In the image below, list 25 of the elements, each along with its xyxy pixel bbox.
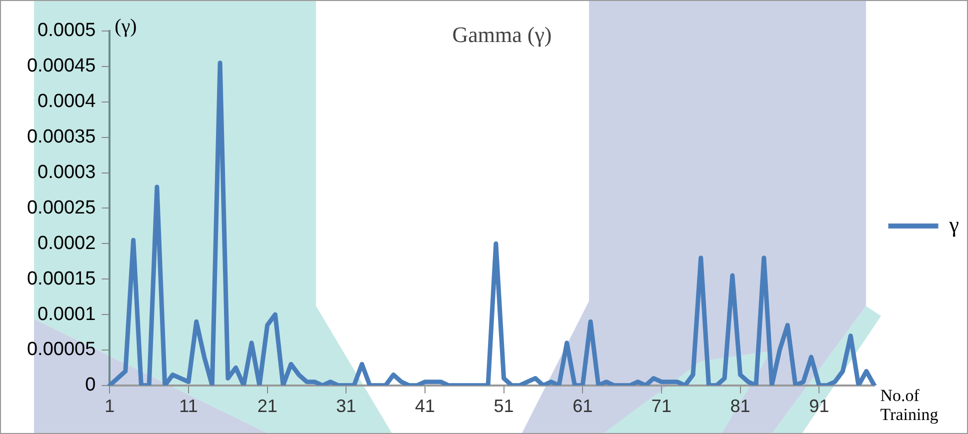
x-tick-label: 61 [572,396,593,416]
x-tick-label: 41 [414,396,435,416]
x-tick-label: 91 [809,396,830,416]
y-tick-label: 0.0005 [38,20,96,42]
y-tick-label: 0.00015 [26,268,96,290]
legend-label: γ [948,212,960,237]
y-axis-title: (γ) [114,15,137,38]
y-tick-label: 0.00025 [26,197,96,218]
y-tick-label: 0.0001 [38,304,96,325]
x-tick-label: 21 [257,396,278,416]
y-tick-label: 0.0003 [38,162,96,183]
x-tick-label: 11 [179,396,198,416]
x-axis-title: No.of Training [880,386,939,424]
y-tick-label: 0.0002 [38,232,96,254]
x-tick-label: 1 [104,396,115,416]
y-tick-label: 0 [85,374,96,396]
y-tick-label: 0.00045 [26,56,96,77]
y-tick-label: 0.0004 [38,91,96,112]
x-tick-label: 81 [730,396,750,416]
x-tick-label: 71 [651,396,672,416]
x-tick-label: 31 [336,396,356,416]
y-tick-label: 0.00005 [26,339,96,360]
x-tick-label: 51 [494,396,514,416]
chart-title: Gamma (γ) [452,22,552,47]
y-tick-label: 0.00035 [26,126,96,148]
